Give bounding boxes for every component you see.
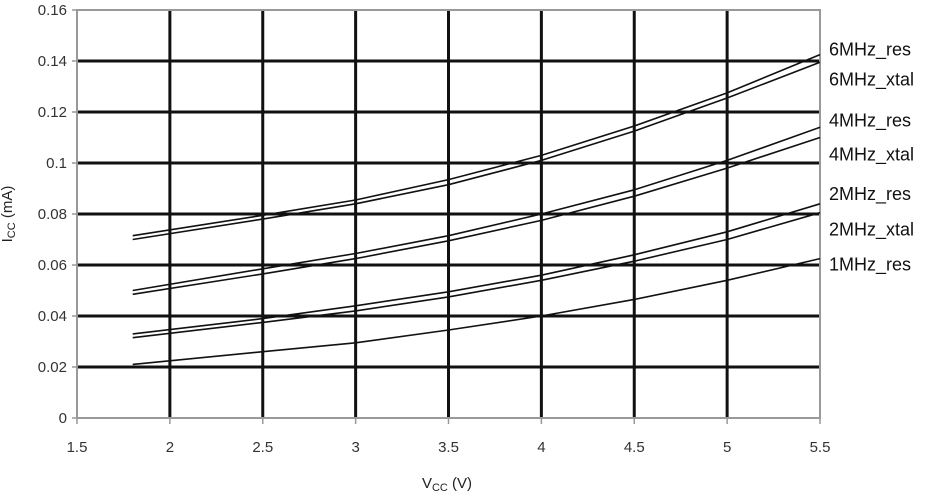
- x-axis-label-sub: CC: [432, 482, 448, 494]
- x-axis-label-unit: (V): [448, 475, 472, 492]
- series-line-1mhz-res: [132, 257, 821, 366]
- series-lines: [132, 53, 821, 366]
- x-axis-label: VCC (V): [422, 475, 472, 494]
- series-line-6mhz-res: [132, 53, 821, 237]
- x-tick-label: 1.5: [67, 439, 88, 456]
- x-axis-label-main: V: [422, 475, 432, 492]
- y-tick-label: 0.16: [38, 2, 67, 19]
- y-tick-label: 0.12: [38, 104, 67, 121]
- y-axis-label: ICC (mA): [0, 186, 18, 243]
- series-line-6mhz-xtal: [132, 61, 821, 241]
- y-tick-label: 0: [59, 410, 67, 427]
- series-label-4mhz-res: 4MHz_res: [829, 110, 911, 131]
- series-line-2mhz-xtal: [132, 211, 821, 339]
- x-tick-label: 5.5: [810, 439, 831, 456]
- series-line-4mhz-xtal: [132, 136, 821, 296]
- x-tick-label: 2.5: [252, 439, 273, 456]
- series-line-4mhz-res: [132, 126, 821, 292]
- grid-lines: [77, 10, 820, 418]
- y-tick-label: 0.14: [38, 53, 67, 70]
- x-tick-label: 4.5: [624, 439, 645, 456]
- x-tick-labels: 1.5 2 2.5 3 3.5 4 4.5 5 5.5: [67, 418, 831, 456]
- y-axis-label-main: I: [0, 238, 16, 242]
- x-tick-label: 2: [166, 439, 174, 456]
- x-tick-label: 3.5: [438, 439, 459, 456]
- y-axis-label-sub: CC: [6, 222, 18, 238]
- series-labels: 6MHz_res 6MHz_xtal 4MHz_res 4MHz_xtal 2MHz_r…: [829, 40, 914, 276]
- x-tick-label: 5: [723, 439, 731, 456]
- x-tick-label: 4: [537, 439, 545, 456]
- series-line-2mhz-res: [132, 203, 821, 335]
- x-tick-label: 3: [351, 439, 359, 456]
- series-label-4mhz-xtal: 4MHz_xtal: [829, 145, 914, 166]
- y-tick-label: 0.02: [38, 359, 67, 376]
- series-label-2mhz-res: 2MHz_res: [829, 184, 911, 205]
- series-label-1mhz-res: 1MHz_res: [829, 255, 911, 276]
- y-axis-label-unit: (mA): [0, 186, 16, 223]
- y-tick-label: 0.06: [38, 257, 67, 274]
- y-tick-label: 0.08: [38, 206, 67, 223]
- series-label-6mhz-res: 6MHz_res: [829, 40, 911, 61]
- series-label-2mhz-xtal: 2MHz_xtal: [829, 220, 914, 241]
- y-tick-label: 0.04: [38, 308, 67, 325]
- y-tick-labels: 0 0.02 0.04 0.06 0.08 0.1 0.12 0.14 0.16: [38, 2, 77, 427]
- y-tick-label: 0.1: [46, 155, 67, 172]
- series-label-6mhz-xtal: 6MHz_xtal: [829, 69, 914, 90]
